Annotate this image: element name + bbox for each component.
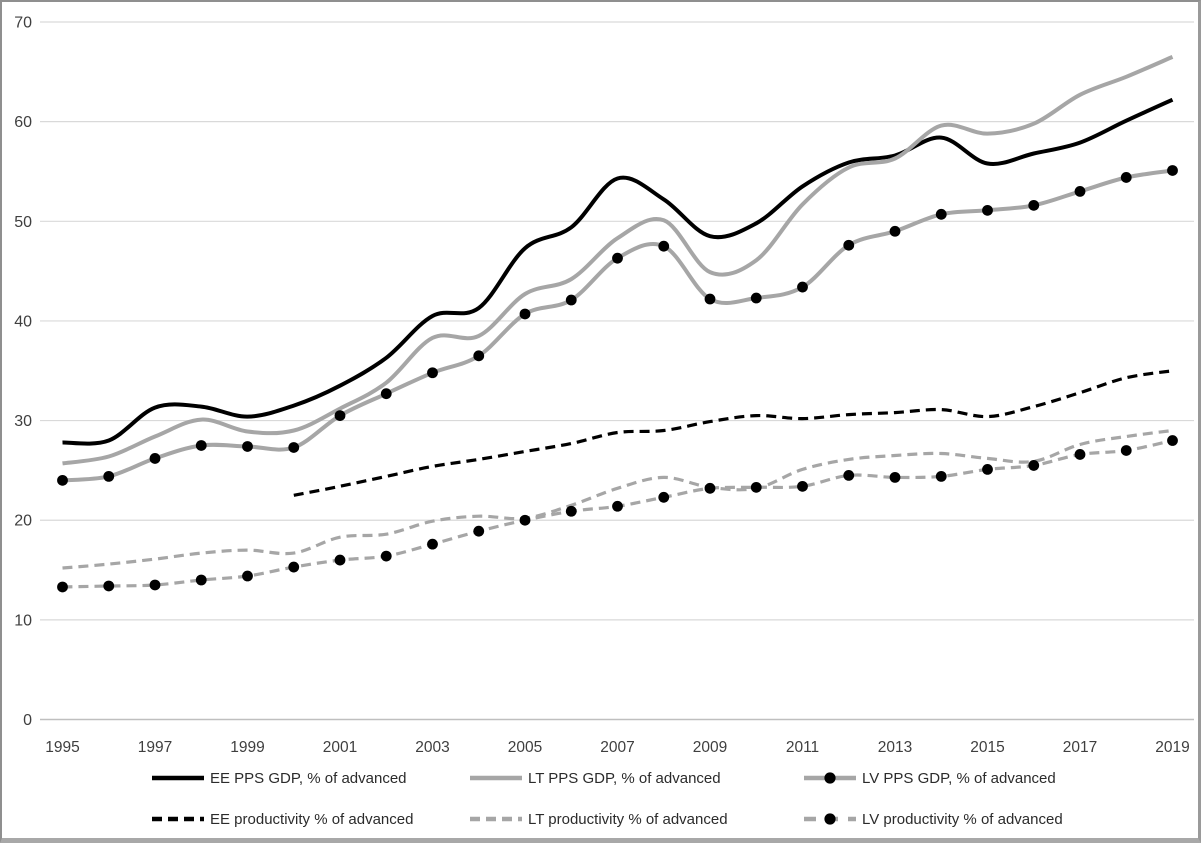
series-line-2	[62, 55, 1174, 466]
x-tick-label: 2017	[1063, 739, 1097, 756]
data-point-dot	[380, 388, 392, 400]
x-tick-label: 2013	[878, 739, 912, 756]
x-tick-label: 2005	[508, 739, 542, 756]
x-tick-label: 2011	[786, 739, 819, 756]
data-point-dot	[519, 308, 531, 320]
data-point-dot	[57, 474, 68, 486]
data-point-dot	[565, 505, 577, 517]
y-tick-label: 10	[14, 612, 32, 629]
y-tick-label: 60	[14, 114, 32, 131]
data-point-dot	[612, 252, 623, 264]
data-point-dot	[288, 561, 300, 573]
data-series	[57, 55, 1178, 593]
legend-label: LT productivity % of advanced	[528, 811, 728, 828]
legend-label: LV PPS GDP, % of advanced	[862, 770, 1056, 787]
x-tick-label: 1995	[45, 739, 79, 756]
data-point-dot	[658, 491, 670, 503]
legend-label: LT PPS GDP, % of advanced	[528, 770, 721, 787]
y-tick-label: 70	[14, 15, 32, 32]
x-tick-label: 1999	[230, 739, 264, 756]
data-point-dot	[519, 514, 531, 526]
series-line-5	[62, 428, 1173, 570]
x-tick-label: 2009	[693, 739, 727, 756]
data-point-dot	[1167, 165, 1178, 176]
data-point-dot	[797, 480, 808, 492]
data-point-dot	[750, 292, 762, 304]
x-tick-label: 2007	[600, 739, 634, 756]
data-point-dot	[1120, 445, 1132, 456]
data-point-dot	[565, 294, 577, 306]
x-axis-tick-labels: 1995 1997 1999 2001 2003 2005 2007 2009 2011 2013…	[45, 739, 1189, 756]
data-point-dot	[103, 470, 115, 482]
data-point-dot	[380, 550, 392, 562]
data-point-dot	[658, 240, 670, 252]
legend-marker-dot	[824, 772, 836, 784]
y-tick-label: 0	[23, 712, 32, 729]
data-point-dot	[704, 482, 716, 494]
data-point-dot	[288, 442, 300, 453]
series-line-6	[62, 438, 1173, 589]
x-tick-label: 2019	[1155, 739, 1189, 756]
data-point-dot	[982, 204, 993, 216]
gridlines	[40, 21, 1194, 721]
data-point-dot	[797, 281, 808, 293]
x-tick-label: 2001	[323, 739, 357, 756]
data-point-dot	[1074, 449, 1086, 460]
data-point-dot	[704, 293, 716, 305]
y-axis-tick-labels: 0 10 20 30 40 50 60 70	[14, 15, 32, 729]
legend-entry: LV PPS GDP, % of advanced	[804, 770, 1056, 787]
data-point-dot	[935, 208, 947, 220]
y-tick-label: 40	[14, 313, 32, 330]
data-point-dot	[242, 441, 253, 452]
legend-marker-dot	[824, 813, 836, 825]
legend-entry: EE PPS GDP, % of advanced	[152, 770, 407, 787]
legend-entry: LT productivity % of advanced	[470, 811, 728, 828]
data-point-dot	[843, 469, 855, 481]
data-point-dot	[195, 574, 207, 586]
data-point-dot	[427, 367, 438, 379]
series-line-1	[62, 97, 1174, 446]
legend-entry: LT PPS GDP, % of advanced	[470, 770, 721, 787]
data-point-dot	[149, 579, 161, 591]
legend-label: EE PPS GDP, % of advanced	[210, 770, 407, 787]
data-point-dot	[1167, 435, 1178, 446]
x-tick-label: 1997	[138, 739, 172, 756]
data-point-dot	[889, 225, 901, 237]
data-point-dot	[242, 570, 253, 582]
data-point-dot	[334, 554, 346, 566]
data-point-dot	[750, 481, 762, 493]
data-point-dot	[935, 470, 947, 482]
data-point-dot	[1120, 172, 1132, 183]
data-point-dot	[195, 440, 207, 451]
chart-legend: EE PPS GDP, % of advanced LT PPS GDP, % o…	[152, 770, 1063, 828]
data-point-dot	[843, 239, 855, 251]
data-point-dot	[473, 525, 485, 537]
legend-entry: EE productivity % of advanced	[152, 811, 413, 828]
data-point-dot	[1028, 460, 1040, 471]
data-point-dot	[1074, 186, 1086, 197]
y-tick-label: 50	[14, 214, 32, 231]
legend-label: LV productivity % of advanced	[862, 811, 1063, 828]
y-tick-label: 20	[14, 513, 32, 530]
data-point-dot	[57, 581, 68, 593]
data-point-dot	[149, 453, 161, 464]
data-point-dot	[889, 471, 901, 483]
legend-label: EE productivity % of advanced	[210, 811, 413, 828]
data-point-dot	[612, 500, 623, 512]
x-tick-label: 2015	[970, 739, 1004, 756]
y-tick-label: 30	[14, 413, 32, 430]
data-point-dot	[427, 538, 438, 550]
data-point-dot	[473, 350, 485, 362]
legend-entry: LV productivity % of advanced	[804, 811, 1063, 828]
series-line-4	[293, 369, 1173, 497]
data-point-dot	[103, 580, 115, 592]
data-point-dot	[982, 464, 993, 475]
x-tick-label: 2003	[415, 739, 449, 756]
data-point-dot	[334, 410, 346, 421]
data-point-dot	[1028, 199, 1040, 211]
